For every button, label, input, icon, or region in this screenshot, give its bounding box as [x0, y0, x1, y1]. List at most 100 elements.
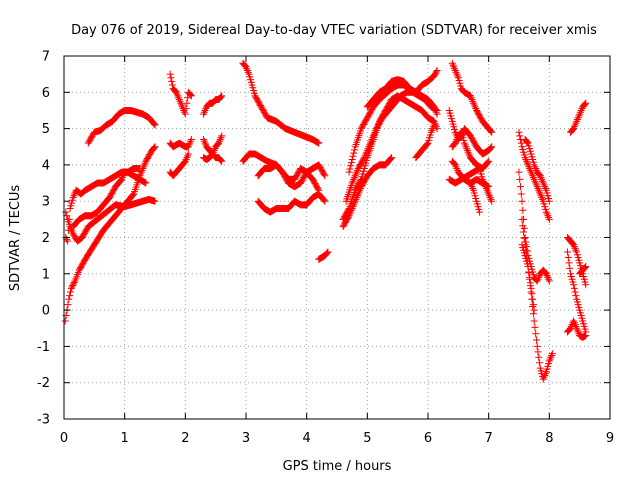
data-point — [151, 121, 159, 129]
data-point — [488, 143, 496, 151]
data-point — [62, 208, 70, 216]
data-point — [349, 177, 357, 185]
data-point — [468, 96, 476, 104]
data-point — [142, 179, 150, 187]
data-point — [451, 139, 459, 147]
data-point — [523, 157, 531, 165]
x-tick-label: 3 — [242, 431, 250, 446]
y-tick-label: 1 — [42, 267, 50, 282]
data-point — [523, 243, 531, 251]
data-point — [545, 215, 553, 223]
data-point — [518, 215, 526, 223]
data-point — [527, 284, 535, 292]
data-point — [200, 137, 208, 145]
data-point — [535, 170, 543, 178]
data-point — [365, 143, 373, 151]
data-point — [218, 92, 226, 100]
data-marks-layer — [61, 59, 590, 383]
data-point — [457, 129, 465, 137]
data-point — [487, 195, 495, 203]
data-point — [522, 155, 530, 163]
data-point — [452, 137, 460, 145]
data-point — [482, 183, 490, 191]
data-point — [539, 179, 547, 187]
data-point — [200, 135, 208, 143]
data-point — [321, 172, 329, 180]
data-point — [539, 195, 547, 203]
series-arc-22 — [412, 121, 438, 162]
data-point — [168, 77, 176, 85]
data-point — [240, 61, 248, 69]
data-point — [448, 59, 456, 67]
data-point — [168, 81, 176, 89]
data-point — [576, 108, 584, 116]
data-point — [535, 353, 543, 361]
data-point — [367, 137, 375, 145]
data-point — [363, 146, 371, 154]
data-point — [216, 155, 224, 163]
data-point — [218, 157, 226, 165]
data-point — [521, 234, 529, 241]
data-point — [449, 61, 457, 69]
data-point — [429, 125, 437, 133]
data-point — [350, 201, 358, 209]
data-point — [530, 175, 538, 183]
data-point — [136, 165, 144, 173]
series-arc-36 — [564, 317, 590, 341]
y-tick-label: -1 — [37, 340, 50, 355]
data-point — [527, 168, 535, 176]
data-point — [517, 183, 525, 191]
data-point — [215, 137, 223, 145]
data-point — [529, 302, 537, 310]
data-point — [350, 174, 358, 182]
data-point — [521, 154, 529, 162]
data-point — [69, 281, 77, 289]
data-point — [216, 135, 224, 143]
data-point — [540, 373, 548, 381]
data-point — [545, 357, 553, 365]
data-point — [451, 128, 459, 136]
y-axis-label: SDTVAR / TECUs — [8, 185, 23, 292]
data-point — [346, 165, 354, 173]
data-point — [529, 172, 537, 180]
data-point — [353, 192, 361, 200]
y-tick-label: 0 — [42, 304, 50, 319]
data-point — [175, 96, 183, 104]
chart-title: Day 076 of 2019, Sidereal Day-to-day VTE… — [71, 23, 597, 38]
data-point — [217, 156, 225, 164]
data-point — [371, 128, 379, 136]
series-arc-21 — [339, 154, 396, 231]
data-point — [468, 183, 476, 191]
data-point — [538, 175, 546, 183]
data-point — [533, 277, 541, 285]
data-point — [577, 106, 585, 114]
series-arc-16 — [315, 248, 332, 263]
data-point — [546, 355, 554, 363]
data-point — [345, 168, 353, 176]
y-tick-label: 4 — [42, 158, 50, 173]
data-point — [167, 74, 175, 82]
data-point — [173, 90, 181, 98]
data-point — [64, 237, 72, 245]
series-arc-08 — [166, 150, 192, 180]
data-point — [182, 155, 190, 163]
data-point — [357, 184, 365, 192]
data-point — [529, 295, 537, 303]
data-point — [451, 67, 459, 75]
data-point — [484, 158, 492, 166]
data-point — [433, 110, 441, 118]
data-point — [483, 186, 491, 194]
series-arc-15 — [254, 190, 329, 216]
series-arc-34 — [564, 234, 590, 289]
data-point — [528, 170, 536, 178]
data-point — [217, 134, 225, 142]
data-point — [140, 161, 148, 169]
data-point — [516, 132, 524, 140]
data-point — [453, 135, 461, 143]
data-point — [535, 186, 543, 194]
data-point — [320, 170, 328, 178]
data-point — [452, 68, 460, 76]
data-point — [541, 183, 549, 191]
data-point — [183, 154, 191, 162]
data-point — [570, 123, 578, 131]
